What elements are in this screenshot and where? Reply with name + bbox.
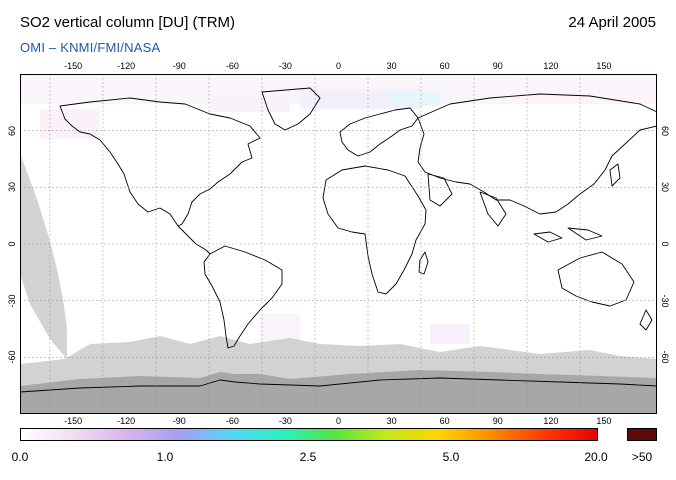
- longitude-tick-bottom: -30: [278, 416, 292, 426]
- longitude-tick-top: -150: [64, 61, 83, 71]
- colorbar: [20, 428, 598, 441]
- longitude-tick-bottom: 30: [386, 416, 397, 426]
- latitude-tick-right: 60: [660, 125, 670, 136]
- longitude-tick-bottom: -60: [225, 416, 239, 426]
- latitude-tick-left: -30: [7, 294, 17, 308]
- antarctica-no-data: [20, 370, 657, 414]
- longitude-tick-bottom: -120: [117, 416, 136, 426]
- latitude-tick-right: 0: [660, 241, 670, 247]
- longitude-tick-top: 30: [386, 61, 397, 71]
- no-data-swath: [20, 154, 67, 359]
- longitude-tick-top: 120: [543, 61, 559, 71]
- latitude-tick-right: -60: [660, 350, 670, 364]
- longitude-tick-top: -90: [172, 61, 186, 71]
- longitude-tick-bottom: -90: [172, 416, 186, 426]
- latitude-tick-right: -30: [660, 294, 670, 308]
- latitude-tick-left: -60: [7, 350, 17, 364]
- subtitle: OMI – KNMI/FMI/NASA: [20, 40, 161, 55]
- latitude-tick-right: 30: [660, 182, 670, 193]
- latitude-tick-left: 60: [7, 125, 17, 136]
- longitude-tick-bottom: 120: [543, 416, 559, 426]
- colorbar-overflow-swatch: [627, 428, 657, 441]
- colorbar-label-3: 5.0: [442, 450, 460, 464]
- longitude-tick-bottom: -150: [64, 416, 83, 426]
- colorbar-label-2: 2.5: [299, 450, 317, 464]
- longitude-tick-top: -120: [117, 61, 136, 71]
- longitude-tick-top: -60: [225, 61, 239, 71]
- longitude-tick-bottom: 0: [335, 416, 342, 426]
- colorbar-overflow-label: >50: [631, 450, 653, 464]
- page-title: SO2 vertical column [DU] (TRM): [20, 14, 236, 31]
- latitude-tick-left: 30: [7, 182, 17, 193]
- longitude-tick-top: 0: [335, 61, 342, 71]
- colorbar-label-1: 1.0: [156, 450, 174, 464]
- coastlines: [20, 87, 657, 393]
- colorbar-label-0: 0.0: [11, 450, 29, 464]
- longitude-tick-bottom: 60: [439, 416, 450, 426]
- longitude-tick-bottom: 150: [596, 416, 612, 426]
- map-border: [20, 74, 657, 414]
- latitude-tick-left: 0: [7, 241, 17, 247]
- longitude-tick-top: 90: [492, 61, 503, 71]
- world-map: [20, 74, 657, 414]
- longitude-tick-bottom: 90: [492, 416, 503, 426]
- longitude-tick-top: 150: [596, 61, 612, 71]
- map-panel: -150 -150 -120 -120 -90 -90 -60 -60 -30 -30 0 0 30 30…: [7, 61, 670, 426]
- so2-noise: [20, 74, 657, 358]
- longitude-tick-top: 60: [439, 61, 450, 71]
- date-label: 24 April 2005: [568, 14, 656, 31]
- graticule: [20, 74, 657, 414]
- longitude-tick-top: -30: [278, 61, 292, 71]
- colorbar-label-4: 20.0: [584, 450, 608, 464]
